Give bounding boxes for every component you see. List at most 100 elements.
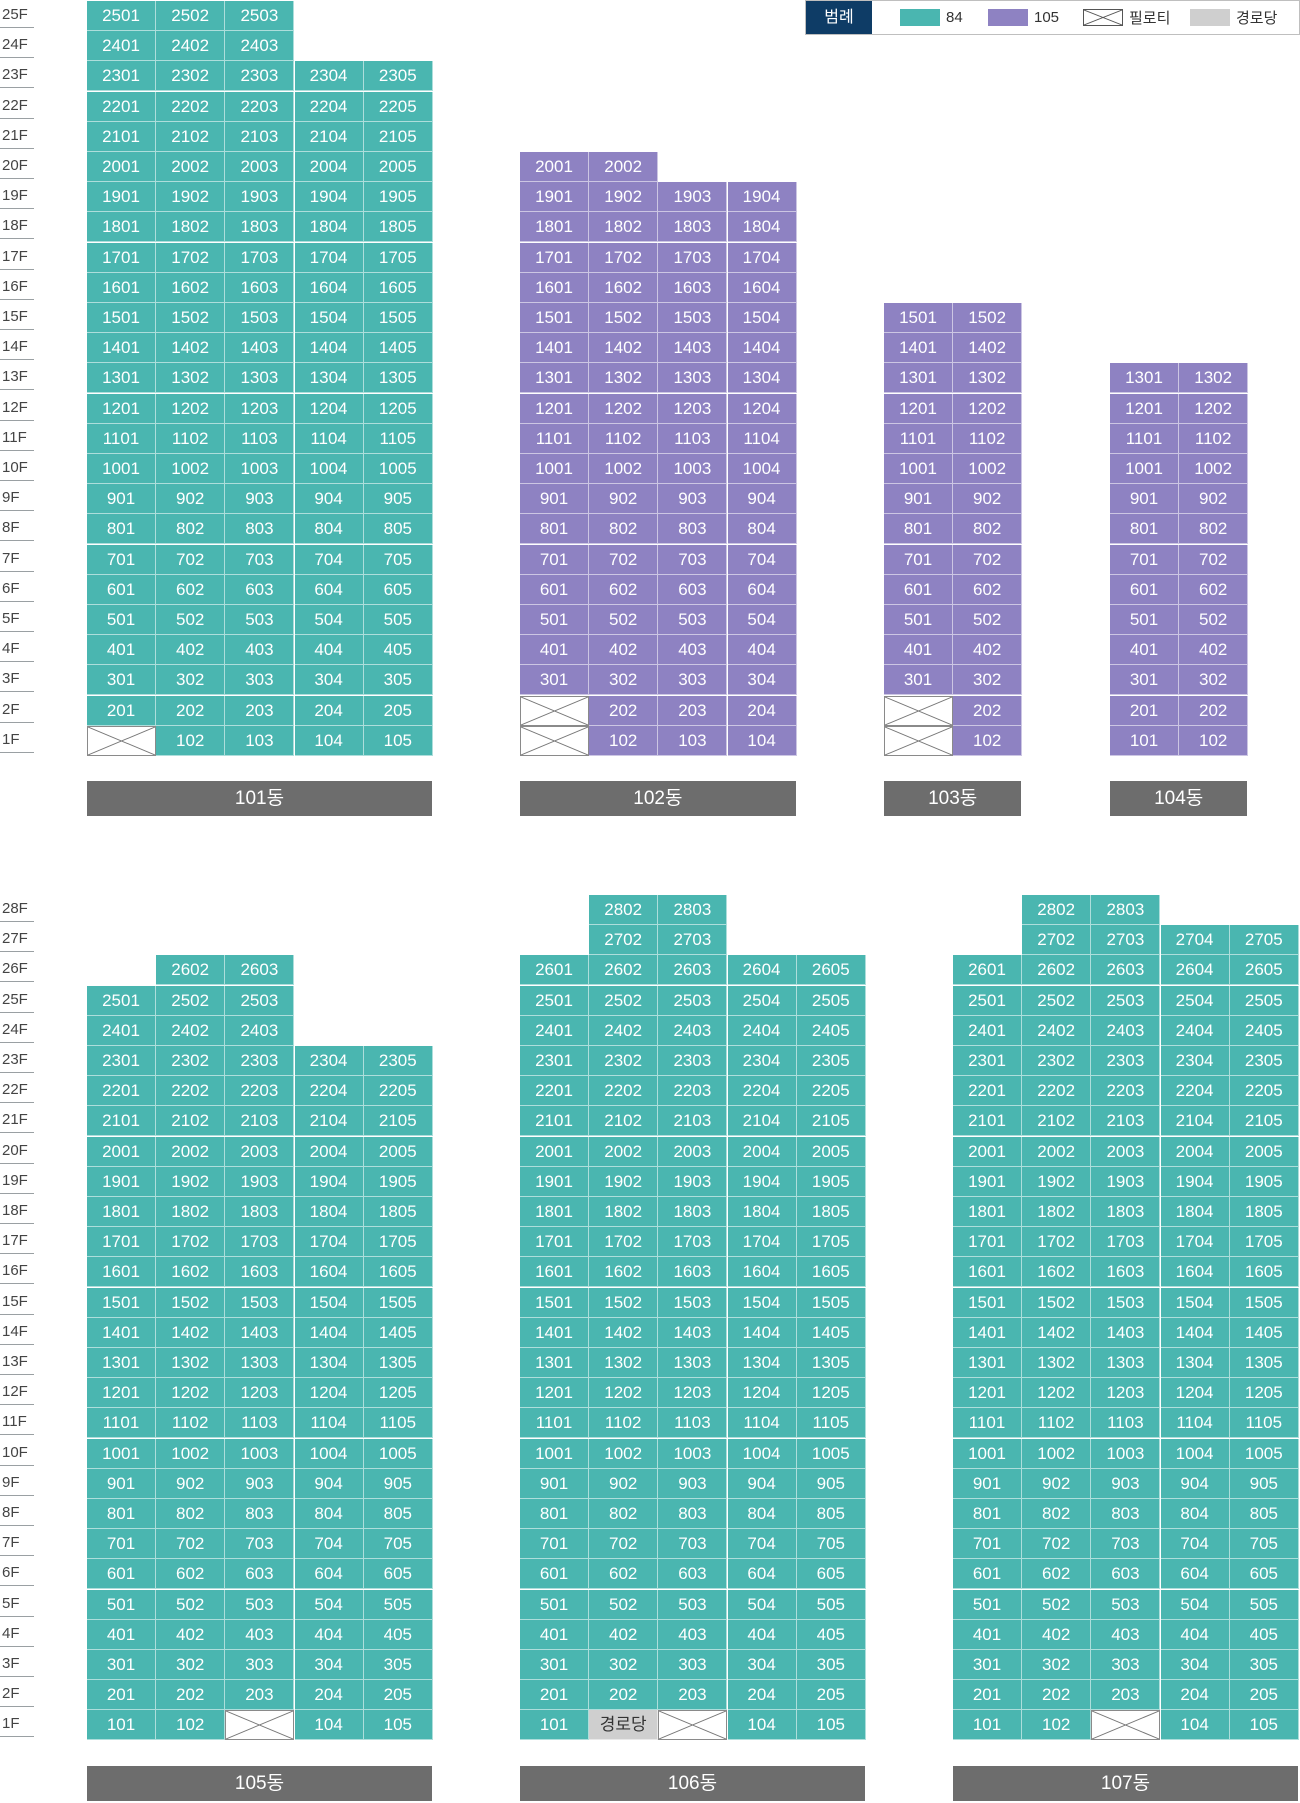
unit-cell: 2502: [156, 985, 226, 1016]
unit-cell: 2402: [156, 31, 226, 62]
unit-cell: 1603: [658, 272, 728, 303]
unit-cell: 401: [520, 1619, 589, 1650]
unit-cell: 701: [87, 1529, 156, 1560]
unit-cell: 1802: [156, 212, 226, 243]
unit-cell: 701: [953, 1529, 1022, 1560]
unit-cell: 504: [1160, 1589, 1230, 1620]
unit-cell: 1005: [1229, 1438, 1299, 1469]
unit-cell: 1905: [363, 182, 433, 213]
unit-cell: 1302: [589, 363, 659, 394]
unit-cell: 1201: [884, 393, 953, 424]
unit-cell: 2102: [156, 1106, 226, 1137]
unit-cell: 2302: [156, 61, 226, 92]
floor-label: 3F: [0, 1650, 34, 1677]
unit-cell: 1702: [1022, 1227, 1092, 1258]
unit-cell: 1704: [294, 242, 364, 273]
unit-cell: 2101: [87, 1106, 156, 1137]
unit-cell: 601: [884, 574, 953, 605]
unit-cell: 1005: [796, 1438, 866, 1469]
unit-cell: 1805: [363, 212, 433, 243]
unit-cell: 1001: [520, 1438, 589, 1469]
unit-cell: 2103: [225, 121, 295, 152]
unit-cell: 402: [1179, 635, 1249, 666]
unit-cell: 2003: [1091, 1136, 1161, 1167]
unit-cell: 304: [1160, 1650, 1230, 1680]
unit-cell: 2104: [727, 1106, 797, 1137]
unit-cell: 1305: [1229, 1348, 1299, 1378]
unit-cell: 1004: [1160, 1438, 1230, 1469]
floor-label: 18F: [0, 212, 34, 240]
unit-cell: 1505: [363, 303, 433, 333]
floor-label: 25F: [0, 1, 34, 28]
unit-cell: 505: [363, 1589, 433, 1620]
unit-cell: 801: [520, 1499, 589, 1529]
unit-cell: 101: [520, 1710, 589, 1741]
unit-cell: 1501: [953, 1287, 1022, 1318]
unit-cell: 301: [1110, 665, 1179, 696]
unit-cell: 1404: [294, 1317, 364, 1348]
unit-cell: 1803: [1091, 1197, 1161, 1227]
unit-cell: 403: [1091, 1619, 1161, 1650]
unit-cell: 305: [1229, 1650, 1299, 1680]
unit-cell: 1303: [225, 1348, 295, 1378]
piloti-cell: [1091, 1710, 1161, 1741]
unit-cell: 904: [727, 1468, 797, 1499]
unit-cell: 1403: [658, 333, 728, 364]
floor-label: 21F: [0, 122, 34, 149]
unit-cell: 1305: [363, 363, 433, 394]
unit-cell: 1502: [589, 303, 659, 333]
floor-label: 5F: [0, 1590, 34, 1617]
unit-cell: 802: [1179, 514, 1249, 545]
unit-cell: 803: [658, 514, 728, 545]
unit-cell: 1003: [225, 1438, 295, 1469]
unit-cell: 702: [953, 544, 1023, 575]
unit-cell: 702: [589, 1529, 659, 1560]
unit-cell: 2403: [658, 1015, 728, 1046]
unit-cell: 1304: [1160, 1348, 1230, 1378]
unit-cell: 901: [520, 484, 589, 515]
unit-cell: 1804: [294, 212, 364, 243]
unit-cell: 804: [294, 1499, 364, 1529]
unit-cell: 602: [589, 574, 659, 605]
unit-cell: 504: [294, 1589, 364, 1620]
unit-cell: 2004: [294, 1136, 364, 1167]
unit-cell: 904: [294, 1468, 364, 1499]
unit-cell: 1002: [156, 1438, 226, 1469]
unit-cell: 1204: [1160, 1378, 1230, 1409]
unit-cell: 704: [727, 1529, 797, 1560]
unit-cell: 501: [520, 605, 589, 635]
unit-cell: 1301: [1110, 363, 1179, 394]
floor-label: 11F: [0, 424, 34, 451]
unit-cell: 902: [953, 484, 1023, 515]
unit-cell: 702: [156, 544, 226, 575]
unit-cell: 1001: [87, 454, 156, 484]
unit-cell: 2105: [363, 1106, 433, 1137]
unit-cell: 601: [87, 574, 156, 605]
unit-cell: 401: [87, 635, 156, 666]
unit-cell: 2602: [1022, 955, 1092, 986]
unit-cell: 1704: [727, 242, 797, 273]
unit-cell: 201: [1110, 695, 1179, 726]
unit-cell: 1004: [294, 454, 364, 484]
floor-label: 3F: [0, 665, 34, 693]
unit-cell: 1101: [1110, 423, 1179, 454]
unit-cell: 1404: [727, 333, 797, 364]
unit-cell: 2402: [156, 1015, 226, 1046]
unit-cell: 1302: [589, 1348, 659, 1378]
unit-cell: 1702: [589, 242, 659, 273]
unit-cell: 705: [363, 544, 433, 575]
unit-cell: 2005: [363, 1136, 433, 1167]
unit-cell: 2101: [520, 1106, 589, 1137]
unit-cell: 103: [658, 725, 728, 756]
unit-cell: 2201: [87, 1076, 156, 1107]
unit-cell: 1102: [589, 423, 659, 454]
unit-cell: 405: [1229, 1619, 1299, 1650]
unit-cell: 2002: [589, 1136, 659, 1167]
unit-cell: 1505: [363, 1287, 433, 1318]
unit-cell: 604: [727, 1559, 797, 1590]
floor-label: 28F: [0, 895, 34, 922]
unit-cell: 402: [589, 1619, 659, 1650]
unit-cell: 1505: [796, 1287, 866, 1318]
unit-cell: 1002: [589, 454, 659, 484]
unit-cell: 501: [1110, 605, 1179, 635]
